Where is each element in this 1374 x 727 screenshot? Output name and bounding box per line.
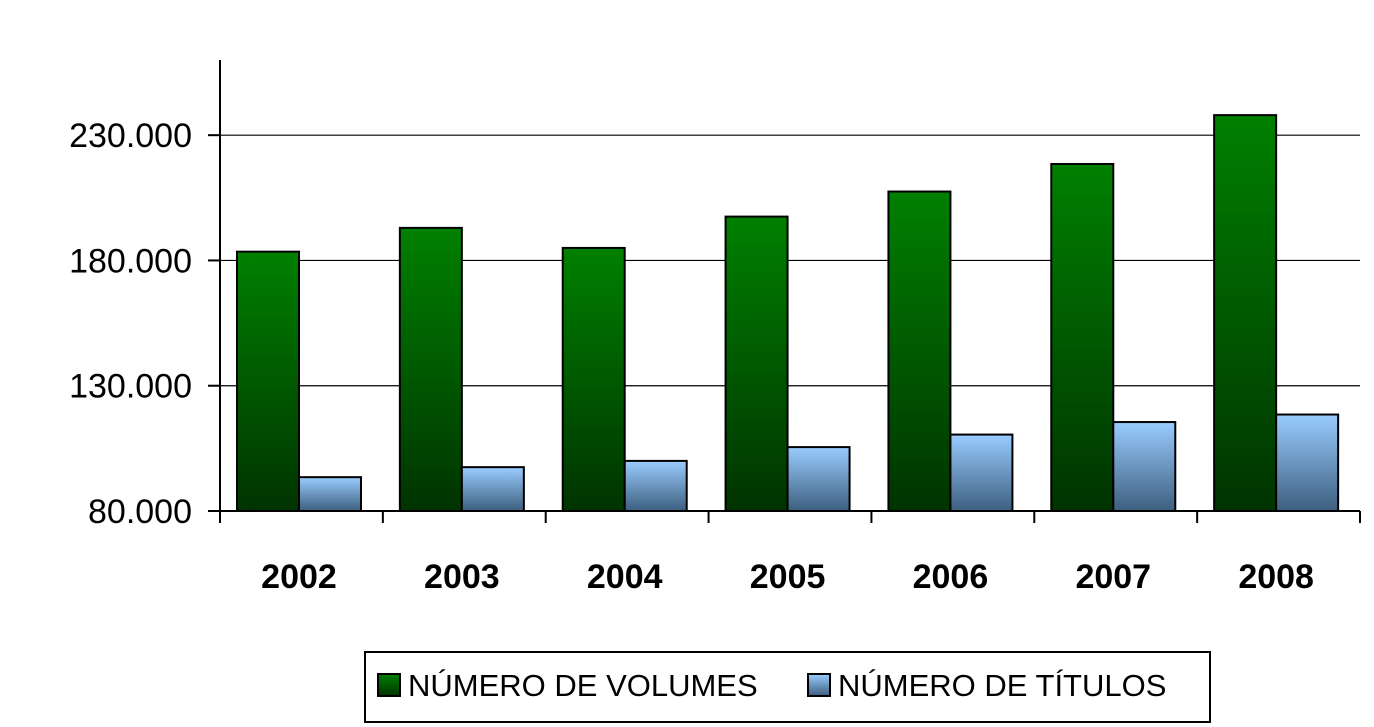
x-tick-label: 2006 [913,558,989,596]
bar-volumes-2008 [1213,114,1278,512]
bar-titulos-2008 [1275,413,1340,512]
x-tick-label: 2005 [750,558,826,596]
x-tick-label: 2008 [1238,558,1314,596]
y-tick-label: 130.000 [69,368,192,406]
bar-titulos-2002 [298,476,362,512]
axes [208,60,1361,523]
legend: NÚMERO DE VOLUMES NÚMERO DE TÍTULOS [364,651,1211,723]
bar-titulos-2007 [1112,421,1177,512]
x-tick-label: 2003 [424,558,500,596]
bar-volumes-2007 [1050,162,1115,512]
legend-label-titulos: NÚMERO DE TÍTULOS [838,668,1166,703]
y-tick-label: 180.000 [69,242,192,280]
y-tick-label: 80.000 [88,493,192,531]
bar-volumes-2004 [561,246,626,513]
legend-swatch-volumes [377,673,401,697]
x-tick-label: 2002 [261,558,337,596]
bar-titulos-2006 [949,433,1014,513]
legend-swatch-titulos [807,673,831,697]
bar-titulos-2004 [623,459,688,512]
x-tick-label: 2004 [587,558,663,596]
y-tick-labels: 80.000 130.000 180.000 230.000 [69,117,192,531]
bar-volumes-2006 [887,190,952,513]
y-tick-label: 230.000 [69,117,192,155]
bar-titulos-2005 [786,446,851,513]
bar-volumes-2003 [398,226,463,512]
bar-volumes-2002 [236,250,300,513]
bars [236,114,1340,513]
bar-titulos-2003 [460,466,525,512]
legend-box [364,651,1211,723]
x-tick-label: 2007 [1075,558,1151,596]
bar-volumes-2005 [724,215,789,512]
legend-label-volumes: NÚMERO DE VOLUMES [408,668,758,703]
gridlines [220,134,1360,387]
x-tick-labels: 2002 2003 2004 2005 2006 2007 2008 [261,558,1314,596]
